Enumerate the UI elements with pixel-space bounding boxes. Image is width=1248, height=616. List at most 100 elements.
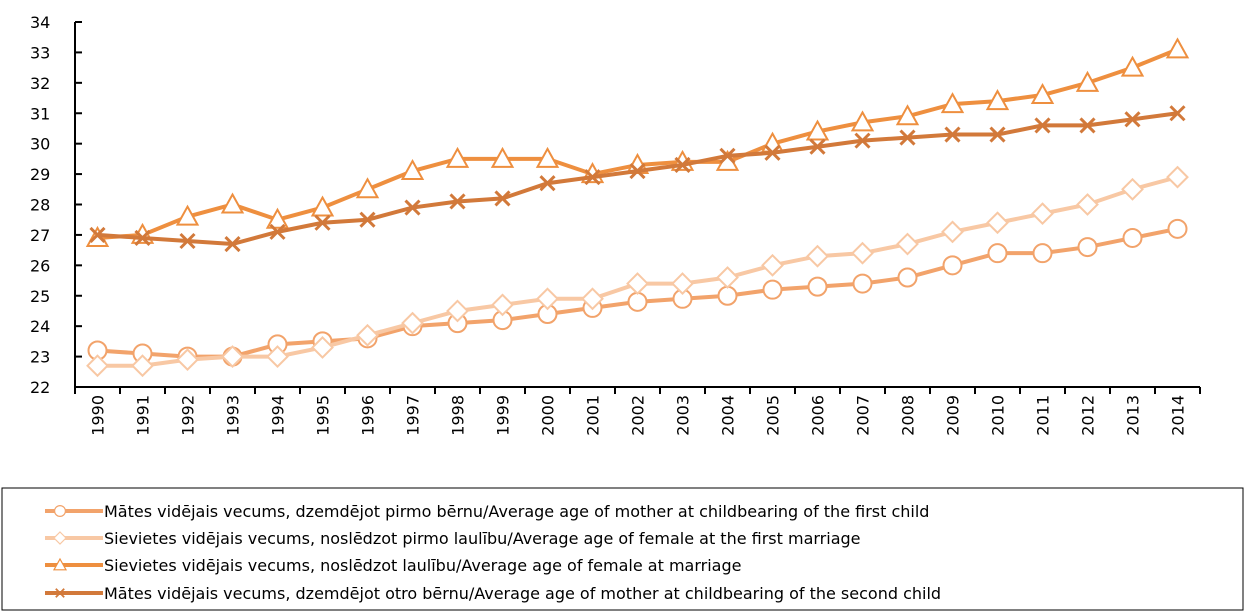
marker: [940, 92, 965, 114]
y-tick-label: 26: [30, 256, 50, 275]
marker: [807, 276, 828, 297]
marker: [221, 345, 244, 368]
marker: [491, 293, 514, 317]
y-tick-label: 24: [30, 317, 50, 336]
marker: [584, 169, 601, 186]
legend-label: Mātes vidējais vecums, dzemdējot otro bē…: [104, 584, 941, 603]
x-tick-label: 1998: [449, 395, 468, 436]
marker: [1077, 237, 1098, 258]
marker: [355, 177, 380, 199]
marker: [806, 244, 829, 268]
x-tick-label: 1999: [494, 395, 513, 436]
x-tick-label: 1997: [404, 395, 423, 436]
marker: [536, 287, 559, 311]
marker: [895, 104, 920, 126]
marker: [449, 193, 466, 210]
series-line: [97, 47, 1179, 240]
x-tick-label: 2007: [854, 395, 873, 436]
marker: [314, 214, 331, 231]
marker: [86, 354, 109, 378]
legend-box: [1, 487, 1244, 611]
y-tick-label: 30: [30, 135, 50, 154]
marker: [761, 253, 784, 277]
x-tick-label: 2010: [989, 395, 1008, 436]
marker: [404, 199, 421, 216]
marker: [1030, 82, 1055, 104]
x-tick-label: 2006: [809, 395, 828, 436]
x-tick-label: 2008: [899, 395, 918, 436]
marker: [1169, 105, 1186, 122]
y-tick-label: 32: [30, 74, 50, 93]
x-tick-label: 1995: [314, 395, 333, 436]
y-tick-label: 27: [30, 226, 50, 245]
marker: [220, 192, 245, 214]
marker: [265, 207, 290, 229]
y-tick-label: 22: [30, 378, 50, 397]
marker: [1121, 177, 1144, 201]
marker: [1122, 227, 1143, 248]
marker: [944, 126, 961, 143]
marker: [805, 119, 830, 141]
marker: [356, 323, 379, 347]
x-tick-label: 2014: [1169, 395, 1188, 436]
marker: [494, 190, 511, 207]
marker: [539, 175, 556, 192]
marker: [629, 162, 646, 180]
marker: [1165, 37, 1190, 59]
marker: [53, 531, 67, 545]
marker: [716, 266, 739, 289]
marker: [1124, 111, 1141, 128]
marker: [1032, 243, 1053, 264]
x-tick-label: 2001: [584, 395, 603, 436]
y-tick-label: 34: [30, 13, 50, 32]
marker: [359, 211, 376, 228]
marker: [1167, 218, 1188, 239]
marker: [854, 132, 871, 149]
marker: [176, 348, 199, 372]
x-tick-label: 1990: [89, 395, 108, 436]
marker: [986, 211, 1009, 235]
marker: [942, 255, 963, 276]
x-tick-label: 2002: [629, 395, 648, 436]
marker: [311, 336, 334, 359]
marker: [224, 235, 241, 253]
x-tick-label: 2009: [944, 395, 963, 436]
series-line: [97, 111, 1178, 247]
marker: [52, 557, 68, 571]
marker: [627, 291, 648, 312]
marker: [985, 89, 1010, 111]
marker: [401, 311, 424, 335]
marker: [674, 156, 691, 174]
marker: [490, 146, 515, 168]
marker: [899, 129, 916, 146]
marker: [626, 272, 649, 295]
marker: [719, 147, 736, 164]
marker: [1076, 193, 1099, 216]
marker: [1031, 202, 1054, 226]
y-tick-label: 25: [30, 287, 50, 306]
y-tick-label: 33: [30, 43, 50, 62]
x-tick-label: 2005: [764, 395, 783, 436]
marker: [445, 146, 470, 168]
series-line: [97, 175, 1179, 368]
marker: [850, 110, 875, 132]
marker: [179, 232, 196, 250]
marker: [987, 243, 1008, 264]
marker: [851, 241, 874, 265]
marker: [1075, 70, 1100, 92]
marker: [941, 220, 964, 244]
marker: [175, 204, 200, 226]
x-tick-label: 1992: [179, 395, 198, 436]
marker: [764, 144, 781, 161]
legend-label: Sievietes vidējais vecums, noslēdzot lau…: [104, 556, 741, 575]
legend-label: Mātes vidējais vecums, dzemdējot pirmo b…: [104, 502, 929, 521]
marker: [896, 232, 919, 256]
legend-label: Sievietes vidējais vecums, noslēdzot pir…: [104, 529, 861, 548]
y-tick-label: 28: [30, 196, 50, 215]
marker: [400, 158, 425, 181]
x-tick-label: 2004: [719, 395, 738, 436]
marker: [131, 354, 154, 378]
x-tick-label: 1991: [134, 395, 153, 436]
marker: [89, 226, 106, 243]
